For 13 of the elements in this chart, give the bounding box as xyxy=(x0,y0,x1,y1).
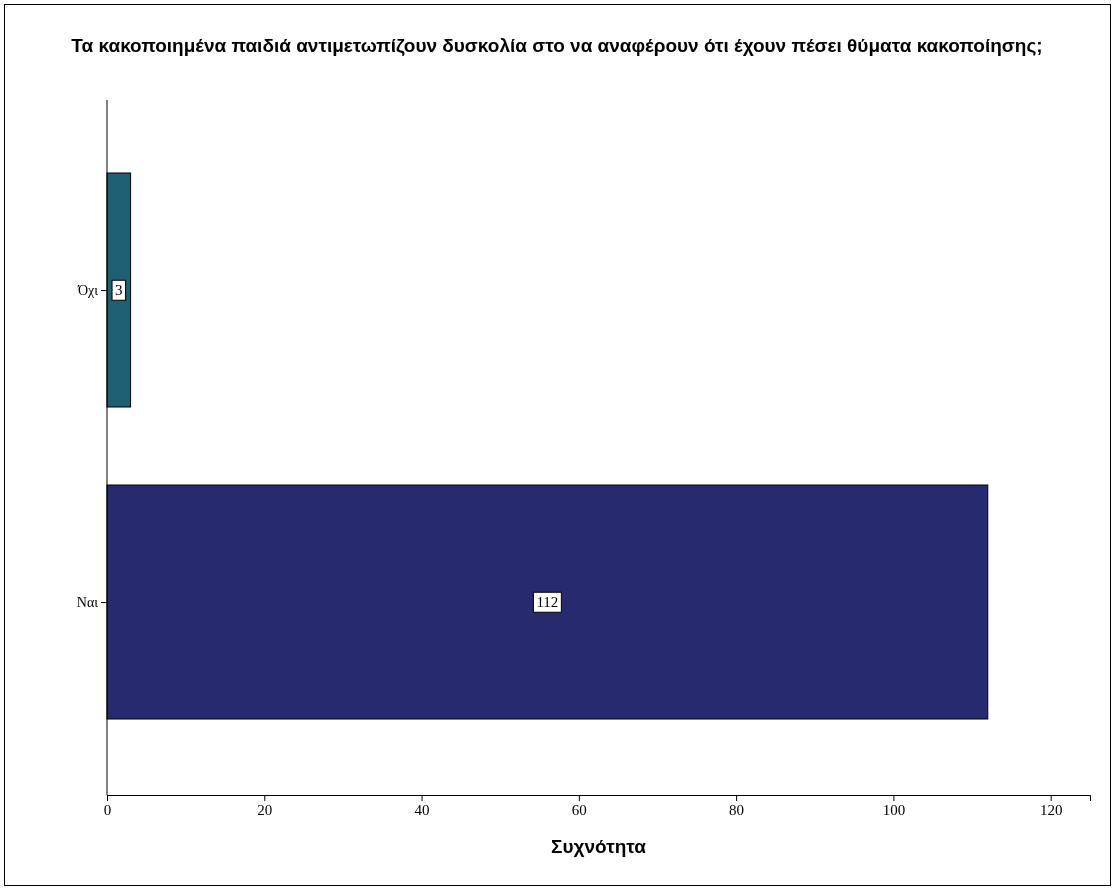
x-tick-label: 60 xyxy=(571,801,587,818)
x-tick-label: 120 xyxy=(1039,801,1063,818)
x-axis-title: Συχνότητα xyxy=(551,836,647,857)
data-label: 3 xyxy=(115,282,123,299)
data-label: 112 xyxy=(536,594,559,611)
chart-title: Τα κακοποιημένα παιδιά αντιμετωπίζουν δυσκολία στο να αναφέρουν ότι έχουν πέσει θύματα κακοποίησης; xyxy=(71,35,1043,57)
x-tick-label: 40 xyxy=(414,801,430,818)
y-tick-label: Όχι xyxy=(76,282,99,298)
x-tick-label: 20 xyxy=(257,801,273,818)
x-tick-label: 0 xyxy=(103,801,112,818)
x-tick-label: 80 xyxy=(729,801,745,818)
x-tick-label: 100 xyxy=(882,801,906,818)
y-tick-label: Ναι xyxy=(76,594,99,610)
